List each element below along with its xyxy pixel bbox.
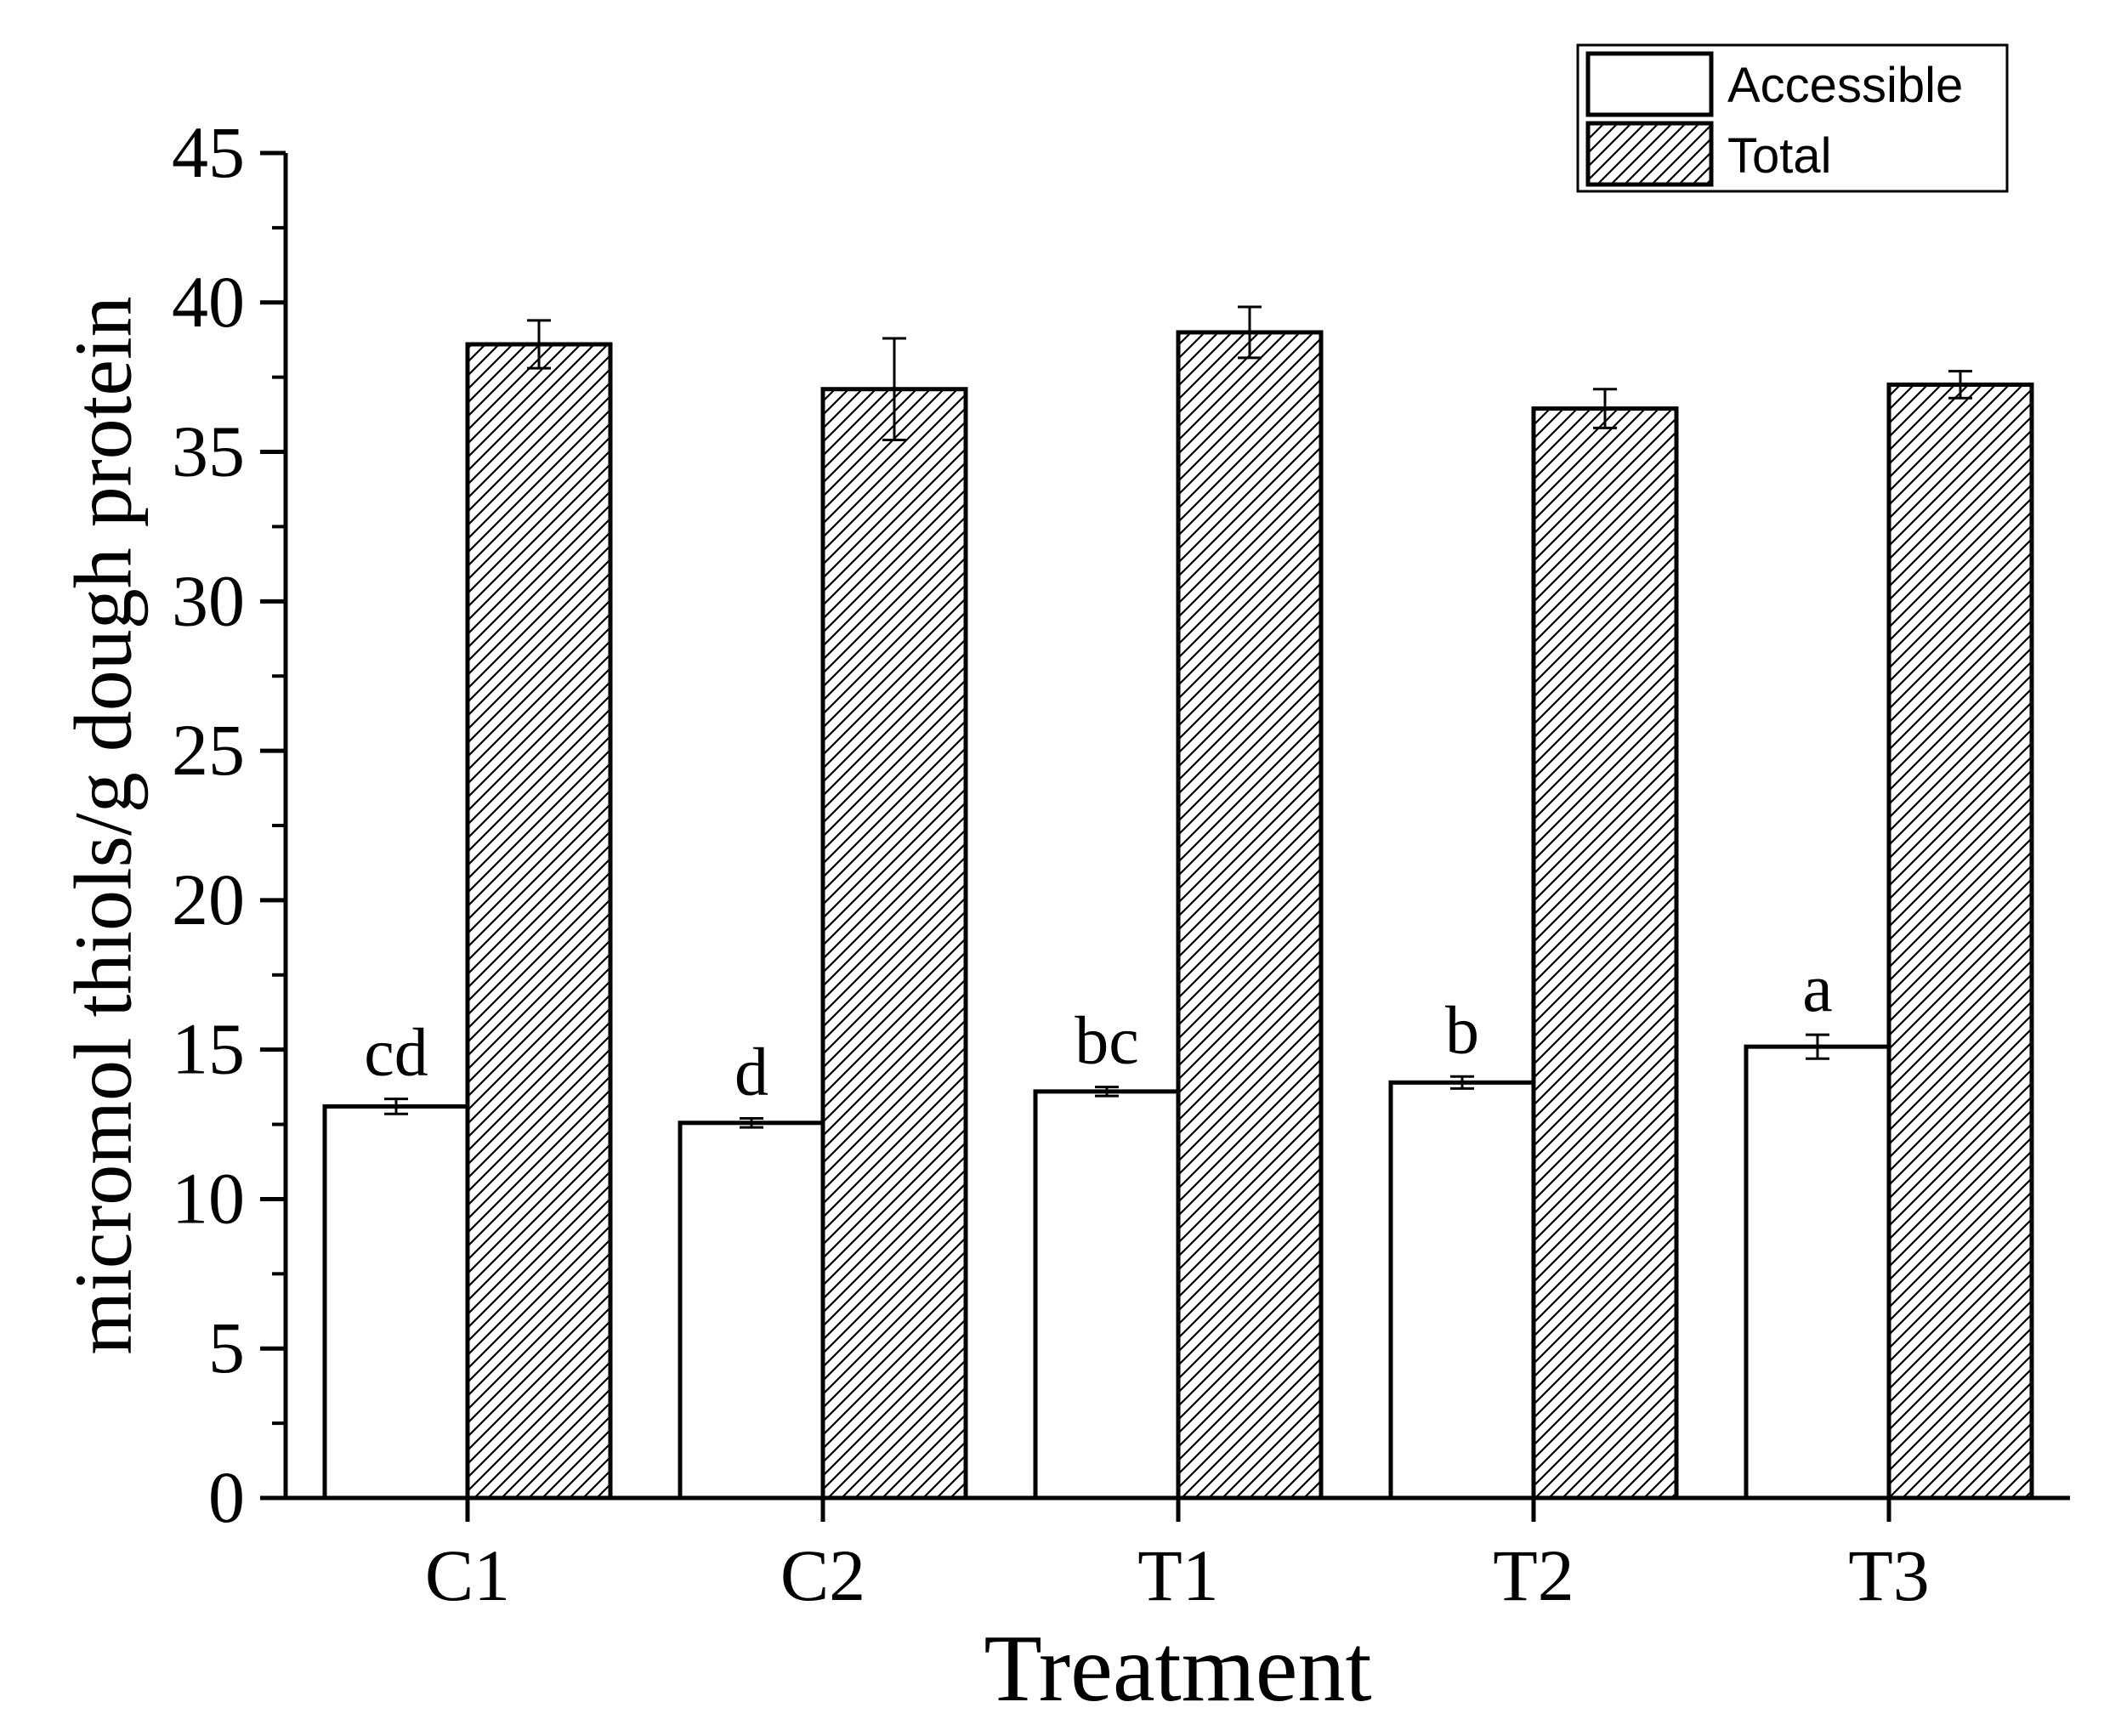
bar-accessible-t3 <box>1744 1044 1891 1501</box>
bar-accessible-t1 <box>1033 1089 1181 1501</box>
error-bar-accessible-t1 <box>1095 1086 1119 1098</box>
error-bar-total-t1 <box>1238 305 1262 360</box>
significance-label-t2: b <box>1445 993 1479 1068</box>
legend-label-total: Total <box>1727 128 1832 184</box>
x-axis-label: Treatment <box>984 1616 1371 1722</box>
bar-total-t3 <box>1886 382 2034 1501</box>
error-bar-total-t2 <box>1593 388 1617 429</box>
y-tick-label: 25 <box>172 709 245 791</box>
y-tick-label: 15 <box>172 1008 245 1090</box>
y-axis-label: micromol thiols/g dough protein <box>58 296 149 1354</box>
significance-label-t3: a <box>1802 951 1833 1026</box>
legend-label-accessible: Accessible <box>1727 58 1963 113</box>
x-tick-label-t3: T3 <box>1848 1535 1930 1616</box>
y-tick-label: 20 <box>172 859 245 940</box>
bar-total-t1 <box>1176 330 1324 1501</box>
legend: Accessible Total <box>1576 43 2009 193</box>
bar-total-t2 <box>1531 406 1679 1501</box>
error-bar-total-t3 <box>1948 370 1972 400</box>
bar-accessible-c2 <box>678 1120 825 1501</box>
bar-total-c1 <box>465 342 613 1501</box>
y-tick-label: 45 <box>172 111 245 193</box>
significance-labels-layer: cd d bc b a <box>364 951 1833 1109</box>
bars-layer <box>322 330 2034 1501</box>
significance-label-t1: bc <box>1075 1004 1139 1079</box>
x-ticks-layer: C1 C2 T1 T2 T3 <box>425 1498 1930 1616</box>
x-tick-label-c1: C1 <box>425 1535 510 1616</box>
bar-accessible-c1 <box>322 1103 470 1501</box>
x-tick-label-t1: T1 <box>1137 1535 1219 1616</box>
y-tick-label: 10 <box>172 1157 245 1239</box>
error-bar-accessible-c2 <box>740 1117 763 1129</box>
error-bar-total-c1 <box>527 319 551 370</box>
y-tick-label: 5 <box>208 1307 245 1388</box>
bar-total-c2 <box>820 387 968 1501</box>
y-tick-label: 0 <box>208 1456 245 1538</box>
x-tick-label-c2: C2 <box>780 1535 865 1616</box>
error-bar-total-c2 <box>882 337 906 441</box>
y-tick-label: 30 <box>172 559 245 641</box>
error-bars-layer <box>384 305 1972 1129</box>
legend-swatch-accessible <box>1585 51 1714 117</box>
significance-label-c1: cd <box>364 1016 428 1091</box>
y-tick-label: 35 <box>172 411 245 492</box>
error-bar-accessible-t2 <box>1450 1075 1474 1090</box>
bar-accessible-t2 <box>1388 1080 1536 1501</box>
y-ticks-layer: 0 5 10 15 20 25 30 35 40 45 <box>172 111 286 1538</box>
legend-swatch-total <box>1585 121 1714 187</box>
y-tick-label: 40 <box>172 261 245 343</box>
error-bar-accessible-c1 <box>384 1098 408 1115</box>
x-tick-label-t2: T2 <box>1493 1535 1574 1616</box>
significance-label-c2: d <box>734 1035 768 1110</box>
error-bar-accessible-t3 <box>1806 1033 1829 1060</box>
